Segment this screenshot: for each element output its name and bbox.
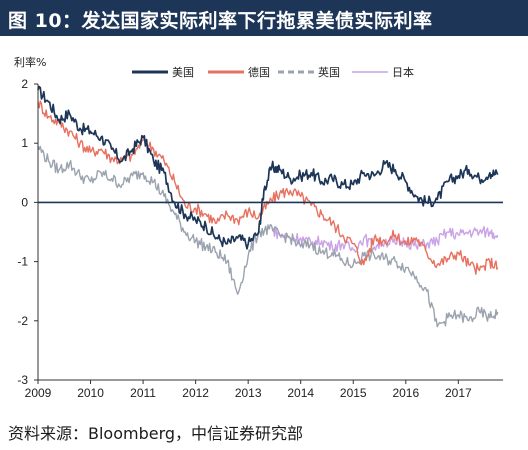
y-tick-label: 2 [21, 77, 28, 91]
x-tick-label: 2013 [235, 386, 262, 400]
series-line-jp [271, 225, 499, 253]
y-tick-label: 1 [21, 136, 28, 150]
figure-source: 资料来源：Bloomberg，中信证券研究部 [8, 424, 304, 443]
y-axis-label: 利率% [14, 55, 46, 69]
legend: 美国 德国 英国 日本 [132, 65, 414, 79]
y-tick-label: 0 [21, 195, 28, 209]
x-tick-label: 2017 [445, 386, 472, 400]
y-tick-label: -2 [17, 314, 28, 328]
x-tick-label: 2014 [287, 386, 314, 400]
x-tick-label: 2016 [392, 386, 419, 400]
x-tick-label: 2011 [130, 386, 156, 400]
y-tick-label: -3 [17, 373, 28, 387]
legend-label: 德国 [248, 65, 270, 79]
x-tick-label: 2012 [182, 386, 209, 400]
legend-label: 英国 [318, 65, 340, 79]
x-tick-label: 2015 [340, 386, 367, 400]
series-line-us [37, 85, 499, 250]
legend-label: 日本 [392, 65, 414, 79]
series-line-uk [37, 145, 499, 328]
x-tick-label: 2009 [25, 386, 52, 400]
title-bar: 图 10：发达国家实际利率下行拖累美债实际利率 [0, 0, 528, 36]
x-tick-label: 2010 [77, 386, 104, 400]
y-tick-label: -1 [17, 255, 28, 269]
series-layer [37, 85, 499, 328]
legend-label: 美国 [172, 66, 194, 79]
figure-title: 图 10：发达国家实际利率下行拖累美债实际利率 [8, 10, 433, 32]
